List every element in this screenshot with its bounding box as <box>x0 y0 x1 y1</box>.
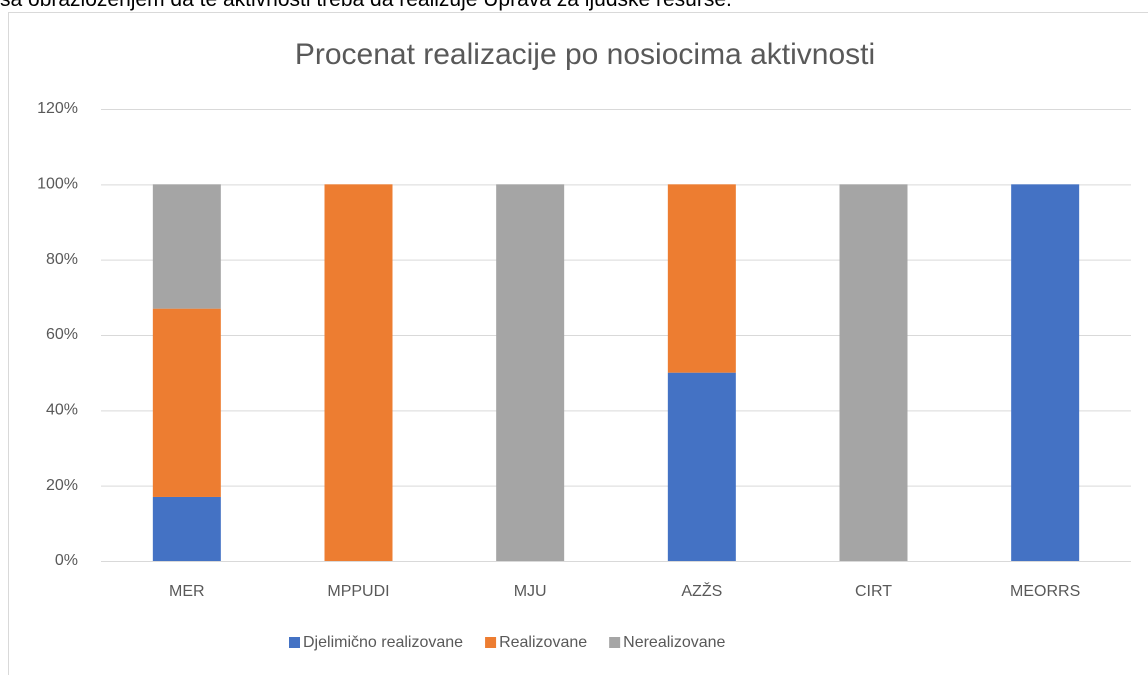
bar-segment <box>324 184 393 562</box>
chart-title: Procenat realizacije po nosiocima aktivn… <box>295 38 875 71</box>
y-tick-label: 40% <box>46 402 78 419</box>
y-tick-label: 80% <box>46 251 78 268</box>
x-tick-label: MPPUDI <box>327 583 389 600</box>
x-tick-label: CIRT <box>855 583 892 600</box>
bar-segment <box>839 184 908 562</box>
bar-segment <box>1011 184 1080 562</box>
legend-swatch <box>289 637 300 648</box>
x-tick-label: AZŽS <box>681 581 722 600</box>
x-tick-label: MJU <box>514 583 547 600</box>
legend-swatch <box>609 637 621 648</box>
y-tick-label: 20% <box>46 477 78 494</box>
bar-segment <box>152 184 221 309</box>
y-tick-label: 100% <box>37 176 78 193</box>
x-tick-label: MEORRS <box>1010 583 1080 600</box>
legend-label: Nerealizovane <box>623 634 725 651</box>
y-tick-label: 60% <box>46 326 78 343</box>
x-tick-label: MER <box>169 583 205 600</box>
legend-label: Realizovane <box>499 634 587 651</box>
y-tick-label: 0% <box>55 552 78 569</box>
legend-label: Djelimično realizovane <box>303 634 463 651</box>
chart-frame <box>8 12 1148 675</box>
legend-swatch <box>485 637 497 648</box>
bar-segment <box>496 184 565 562</box>
y-tick-label: 120% <box>37 100 78 117</box>
intro-text: sa obrazloženjem da te aktivnosti treba … <box>0 0 732 12</box>
bar-segment <box>667 184 736 373</box>
bar-segment <box>152 308 221 497</box>
bar-segment <box>667 372 736 561</box>
bar-segment <box>152 496 221 561</box>
